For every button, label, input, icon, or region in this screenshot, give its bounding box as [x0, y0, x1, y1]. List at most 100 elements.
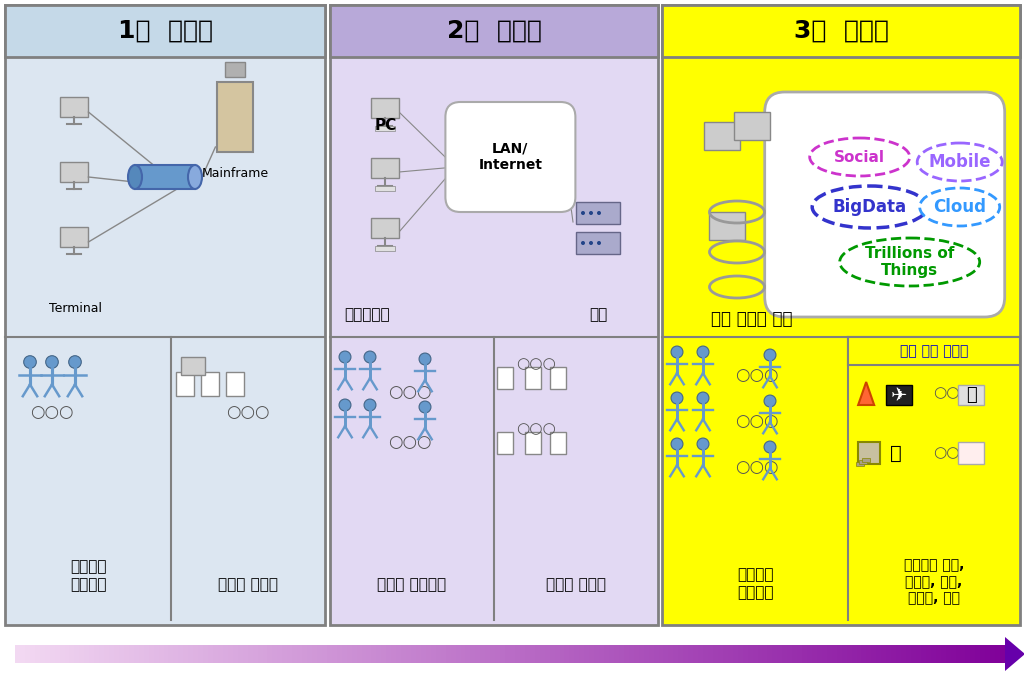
Bar: [407, 645, 412, 663]
Bar: [662, 5, 1020, 625]
Bar: [330, 5, 658, 57]
Bar: [35, 645, 41, 663]
Bar: [737, 645, 743, 663]
Text: LAN/
Internet: LAN/ Internet: [478, 142, 543, 172]
Bar: [485, 645, 492, 663]
Bar: [648, 645, 654, 663]
Bar: [248, 645, 254, 663]
Bar: [114, 645, 120, 663]
Bar: [134, 645, 139, 663]
Bar: [886, 645, 892, 663]
Bar: [662, 5, 1020, 57]
Circle shape: [581, 211, 585, 215]
Bar: [391, 645, 397, 663]
Bar: [40, 645, 46, 663]
Bar: [950, 645, 956, 663]
Bar: [199, 645, 204, 663]
Bar: [921, 645, 927, 663]
Bar: [958, 442, 984, 464]
Bar: [297, 645, 303, 663]
Bar: [243, 645, 249, 663]
Circle shape: [581, 241, 585, 245]
Bar: [104, 645, 110, 663]
Text: Mainframe: Mainframe: [202, 167, 269, 180]
Bar: [629, 645, 635, 663]
Bar: [569, 645, 575, 663]
Bar: [5, 5, 325, 625]
Bar: [669, 645, 675, 663]
Bar: [466, 645, 471, 663]
Bar: [218, 645, 224, 663]
Circle shape: [764, 441, 776, 453]
Bar: [961, 645, 967, 663]
Bar: [169, 645, 174, 663]
Bar: [753, 645, 759, 663]
Bar: [540, 645, 546, 663]
Bar: [75, 645, 80, 663]
Bar: [371, 158, 399, 178]
Bar: [550, 432, 566, 454]
Bar: [65, 645, 71, 663]
Bar: [901, 645, 907, 663]
Bar: [802, 645, 808, 663]
Bar: [396, 645, 402, 663]
Bar: [173, 645, 179, 663]
Bar: [278, 645, 284, 663]
Polygon shape: [858, 382, 874, 405]
Bar: [19, 645, 26, 663]
Bar: [812, 645, 818, 663]
Bar: [995, 645, 1001, 663]
Bar: [842, 645, 848, 663]
Bar: [497, 367, 513, 389]
Bar: [332, 645, 338, 663]
Bar: [371, 218, 399, 238]
Bar: [852, 645, 857, 663]
Bar: [574, 645, 581, 663]
Bar: [143, 645, 150, 663]
Bar: [609, 645, 615, 663]
Circle shape: [697, 392, 709, 404]
Bar: [797, 645, 803, 663]
Bar: [426, 645, 432, 663]
Bar: [718, 645, 724, 663]
Bar: [431, 645, 437, 663]
Text: ○○○: ○○○: [933, 445, 973, 460]
Bar: [60, 97, 88, 117]
Bar: [202, 372, 219, 396]
Bar: [817, 645, 823, 663]
Circle shape: [419, 401, 431, 413]
Circle shape: [597, 211, 601, 215]
Bar: [505, 645, 511, 663]
Bar: [159, 645, 165, 663]
Bar: [232, 645, 239, 663]
FancyBboxPatch shape: [445, 102, 575, 212]
Polygon shape: [1005, 637, 1024, 671]
Bar: [575, 232, 620, 254]
Text: Terminal: Terminal: [49, 302, 102, 315]
Bar: [877, 645, 883, 663]
Text: ○○○: ○○○: [31, 403, 74, 421]
Text: 🛒: 🛒: [966, 386, 977, 404]
Text: Social: Social: [835, 150, 885, 165]
Bar: [644, 645, 649, 663]
Bar: [30, 645, 36, 663]
Bar: [525, 645, 530, 663]
Bar: [70, 645, 76, 663]
Circle shape: [597, 241, 601, 245]
Circle shape: [671, 392, 683, 404]
Bar: [445, 645, 452, 663]
Bar: [678, 645, 684, 663]
Bar: [931, 645, 937, 663]
Bar: [545, 645, 551, 663]
Bar: [288, 645, 293, 663]
Bar: [793, 645, 798, 663]
Bar: [497, 432, 513, 454]
Bar: [500, 645, 506, 663]
Bar: [703, 645, 709, 663]
Ellipse shape: [128, 165, 142, 189]
Bar: [135, 165, 195, 189]
Ellipse shape: [810, 138, 909, 176]
Bar: [945, 645, 951, 663]
Bar: [858, 442, 881, 464]
Bar: [99, 645, 105, 663]
